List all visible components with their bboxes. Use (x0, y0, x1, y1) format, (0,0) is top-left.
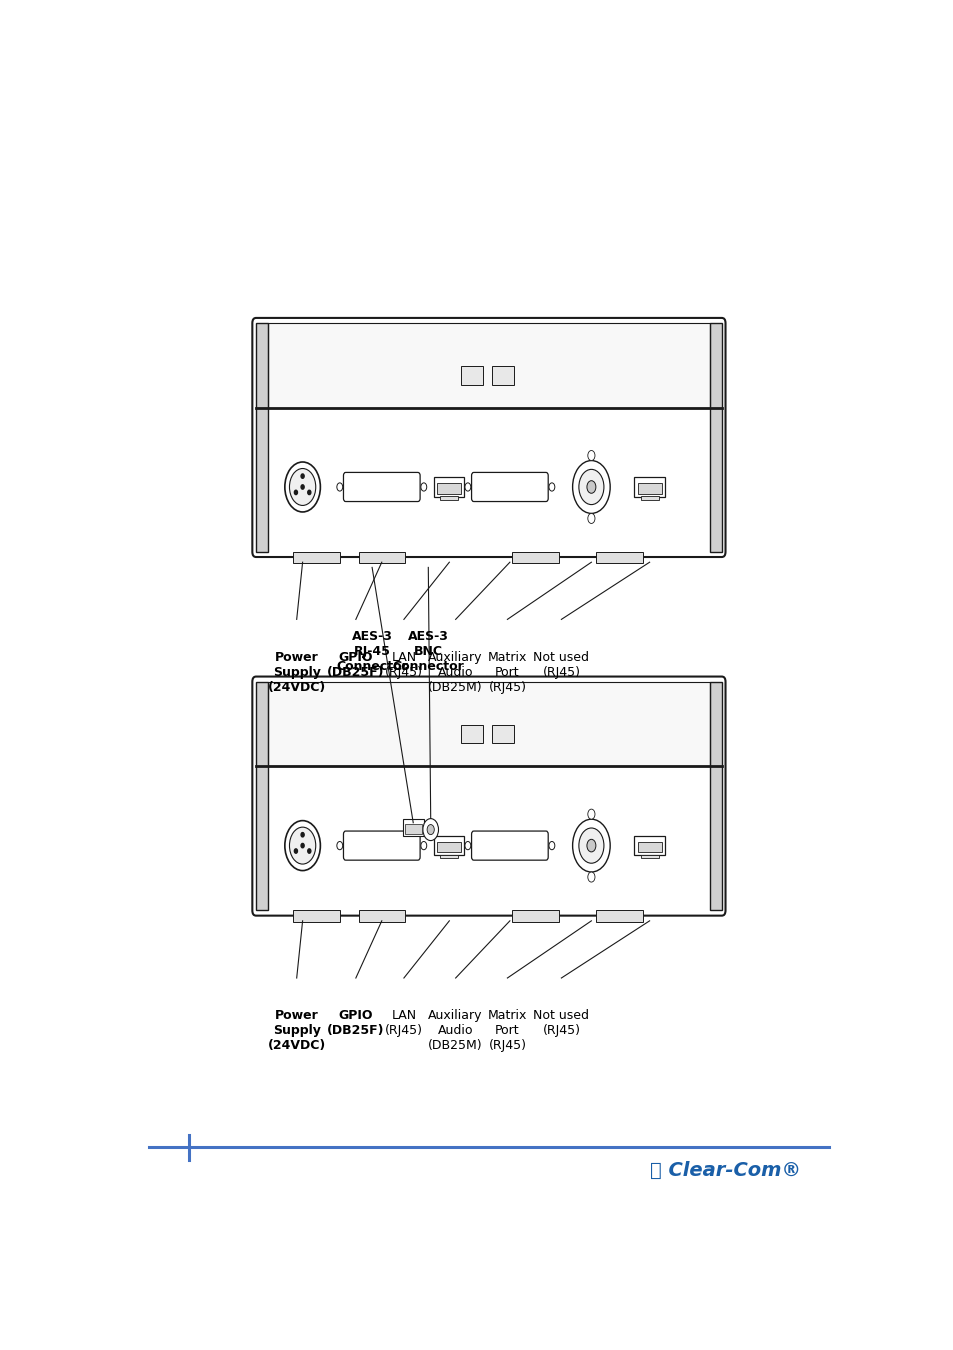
Circle shape (289, 468, 315, 505)
Circle shape (464, 483, 471, 491)
Bar (434, 836, 464, 856)
Text: Power
Supply
(24VDC): Power Supply (24VDC) (267, 1010, 326, 1052)
FancyBboxPatch shape (471, 832, 548, 860)
Bar (709, 682, 721, 910)
Text: Matrix
Port
(RJ45): Matrix Port (RJ45) (487, 651, 527, 694)
Circle shape (301, 844, 304, 848)
Circle shape (587, 872, 595, 882)
Bar (404, 825, 421, 834)
Bar (436, 841, 461, 852)
Circle shape (572, 460, 610, 513)
FancyBboxPatch shape (471, 472, 548, 502)
Text: AES-3
RJ-45
Connector: AES-3 RJ-45 Connector (335, 629, 408, 672)
Bar (255, 682, 268, 910)
Bar (439, 495, 458, 500)
Bar (460, 725, 483, 743)
Text: Not used
(RJ45): Not used (RJ45) (533, 651, 589, 679)
Bar (637, 483, 661, 494)
Bar (436, 483, 461, 494)
Circle shape (578, 828, 603, 863)
Bar (596, 552, 642, 563)
Circle shape (301, 474, 304, 478)
Circle shape (548, 483, 555, 491)
Circle shape (578, 470, 603, 505)
Circle shape (587, 809, 595, 819)
Text: Auxiliary
Audio
(DB25M): Auxiliary Audio (DB25M) (428, 651, 482, 694)
Circle shape (464, 841, 471, 849)
Text: Ⓒ Clear-Com®: Ⓒ Clear-Com® (649, 1161, 801, 1180)
Bar (491, 366, 514, 385)
Bar (358, 552, 405, 563)
Bar (255, 323, 268, 552)
Bar (434, 478, 464, 497)
Circle shape (336, 841, 342, 849)
Circle shape (308, 490, 311, 494)
Bar (634, 836, 664, 856)
Text: Not used
(RJ45): Not used (RJ45) (533, 1010, 589, 1037)
Text: Matrix
Port
(RJ45): Matrix Port (RJ45) (487, 1010, 527, 1052)
Circle shape (301, 485, 304, 489)
Circle shape (285, 462, 320, 512)
Bar (439, 855, 458, 859)
Text: AES-3
BNC
Connector: AES-3 BNC Connector (392, 629, 464, 672)
Bar (491, 725, 514, 743)
Bar (255, 323, 268, 552)
FancyBboxPatch shape (252, 676, 724, 915)
Bar (293, 910, 339, 922)
Circle shape (289, 828, 315, 864)
Circle shape (285, 821, 320, 871)
Bar (358, 910, 405, 922)
Circle shape (422, 818, 438, 841)
Circle shape (587, 513, 595, 524)
Bar (637, 841, 661, 852)
Bar (402, 819, 423, 837)
Bar (639, 855, 658, 859)
FancyBboxPatch shape (343, 472, 419, 502)
Bar (709, 323, 721, 552)
Bar (596, 910, 642, 922)
Bar (268, 323, 709, 408)
Bar (639, 495, 658, 500)
Circle shape (420, 483, 426, 491)
Circle shape (587, 451, 595, 460)
Bar (268, 682, 709, 767)
Bar (512, 552, 558, 563)
Circle shape (308, 849, 311, 853)
Circle shape (301, 833, 304, 837)
Bar (634, 478, 664, 497)
Circle shape (294, 849, 297, 853)
Bar (512, 910, 558, 922)
Bar (709, 682, 721, 910)
Bar (293, 552, 339, 563)
FancyBboxPatch shape (343, 832, 419, 860)
Circle shape (586, 840, 596, 852)
Circle shape (427, 825, 434, 834)
Text: Auxiliary
Audio
(DB25M): Auxiliary Audio (DB25M) (428, 1010, 482, 1052)
Bar (709, 323, 721, 552)
Text: GPIO
(DB25F): GPIO (DB25F) (327, 1010, 384, 1037)
Text: Power
Supply
(24VDC): Power Supply (24VDC) (267, 651, 326, 694)
Circle shape (548, 841, 555, 849)
Text: LAN
(RJ45): LAN (RJ45) (384, 651, 422, 679)
Bar (255, 682, 268, 910)
FancyBboxPatch shape (252, 319, 724, 558)
Circle shape (586, 481, 596, 493)
Circle shape (572, 819, 610, 872)
Circle shape (336, 483, 342, 491)
Circle shape (420, 841, 426, 849)
Bar (460, 366, 483, 385)
Text: LAN
(RJ45): LAN (RJ45) (384, 1010, 422, 1037)
Text: GPIO
(DB25F): GPIO (DB25F) (327, 651, 384, 679)
Circle shape (294, 490, 297, 494)
